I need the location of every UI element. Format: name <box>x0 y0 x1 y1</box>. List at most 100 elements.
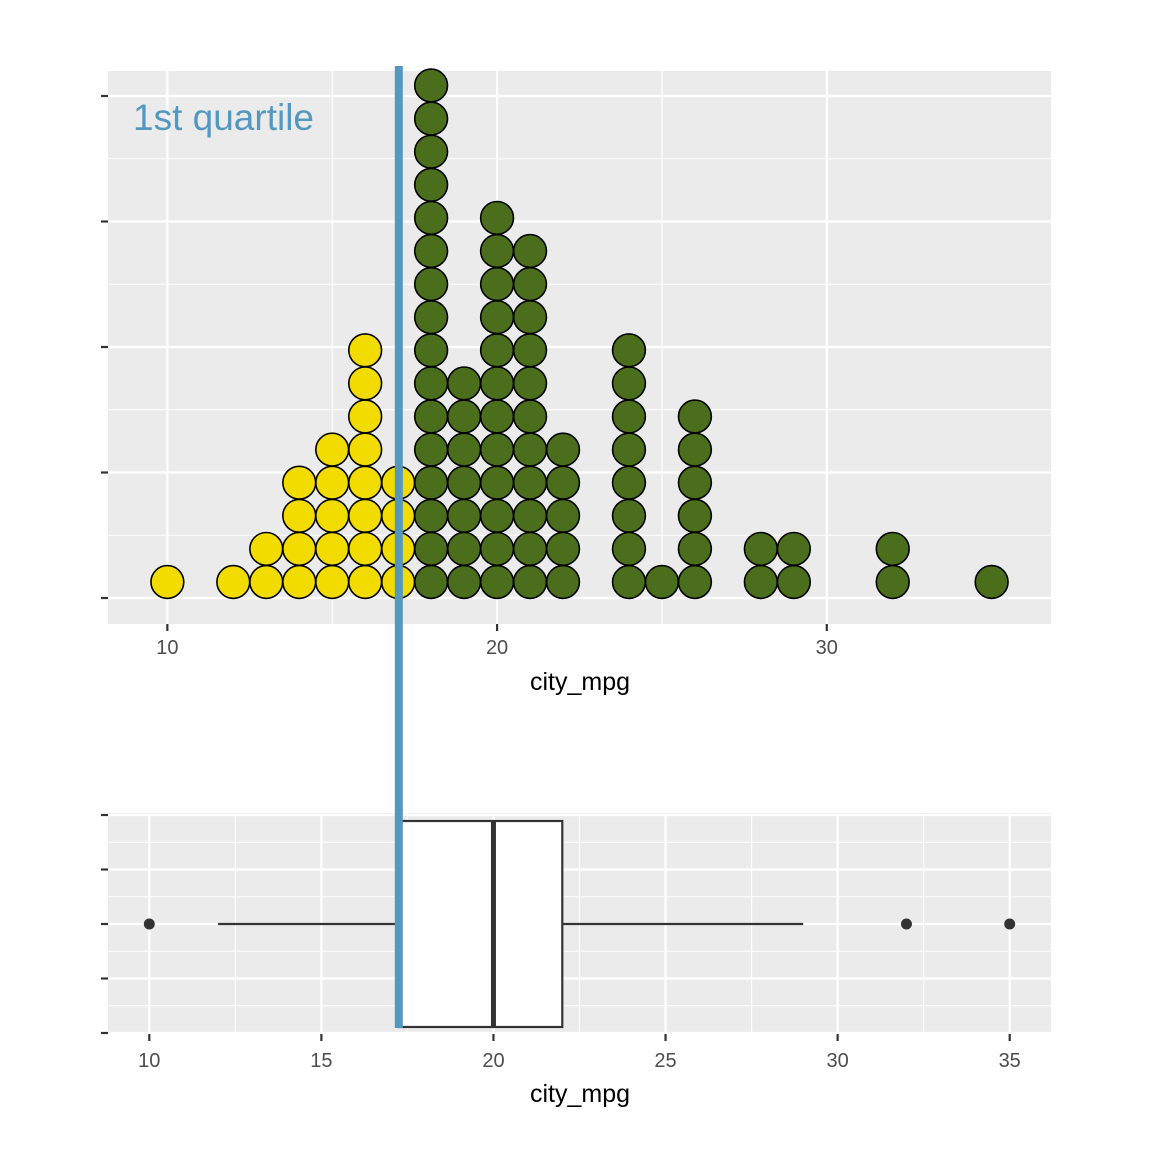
dotplot-dot <box>446 465 482 500</box>
dotplot-dot <box>347 366 383 401</box>
dotplot-dot <box>512 564 548 600</box>
dotplot-dot <box>446 564 482 600</box>
dotplot-dot <box>545 465 581 500</box>
dotplot-dot <box>282 564 317 600</box>
dotplot-dot <box>282 465 317 500</box>
dotplot-dot <box>677 498 713 533</box>
dotplot-dot <box>677 564 713 600</box>
dotplot-x-axis-title: city_mpg <box>530 668 630 696</box>
dotplot-dot <box>512 399 548 434</box>
dotplot-dot <box>512 465 548 500</box>
dotplot-dot <box>677 399 713 434</box>
dotplot-dot <box>545 498 581 533</box>
dotplot-dot <box>347 432 383 467</box>
dotplot-dot <box>347 564 383 600</box>
dotplot-dot <box>611 366 647 401</box>
dotplot-dot <box>611 399 647 434</box>
dotplot-dot <box>413 564 449 600</box>
dotplot-x-tick-label: 30 <box>816 637 838 659</box>
dotplot-dot <box>677 465 713 500</box>
dotplot-dot <box>413 200 449 236</box>
dotplot-dot <box>677 531 713 567</box>
dotplot-dot <box>446 366 482 401</box>
boxplot-x-tick-label: 10 <box>138 1050 160 1072</box>
dotplot-dot <box>512 531 548 567</box>
dotplot-dot <box>413 233 449 269</box>
dotplot-dot <box>545 432 581 467</box>
dotplot-dot <box>315 465 350 500</box>
dotplot-dot <box>413 399 449 434</box>
dotplot-dot <box>611 531 647 567</box>
dotplot-dot <box>315 564 350 600</box>
dotplot-dot <box>315 432 350 467</box>
boxplot-x-tick-label: 25 <box>654 1050 676 1072</box>
dotplot-dot <box>347 333 383 368</box>
dotplot-panel: 10 20 30 1st quartile city_mpg <box>101 68 1051 696</box>
dotplot-dot <box>479 266 515 302</box>
boxplot-box <box>397 819 564 1029</box>
boxplot-glyph <box>143 819 1016 1029</box>
boxplot-outlier <box>143 918 155 930</box>
dotplot-dot <box>875 531 910 567</box>
dotplot-dot <box>611 564 647 600</box>
dotplot-dot <box>479 366 515 401</box>
dotplot-dot <box>512 366 548 401</box>
dotplot-dot <box>413 465 449 500</box>
dotplot-dot <box>347 399 383 434</box>
dotplot-dot <box>479 399 515 434</box>
dotplot-dot <box>413 134 449 169</box>
dotplot-dot <box>446 432 482 467</box>
dotplot-dot <box>413 432 449 467</box>
boxplot-panel: 10 15 20 25 30 35 city_mpg <box>101 813 1051 1108</box>
dotplot-dot <box>479 498 515 533</box>
dotplot-dot <box>512 333 548 368</box>
dotplot-dot <box>479 564 515 600</box>
boxplot-x-ticks: 10 15 20 25 30 35 <box>138 1034 1021 1072</box>
dotplot-dot <box>743 531 779 567</box>
dotplot-y-ticks <box>101 94 108 600</box>
dotplot-dot <box>512 233 548 269</box>
dotplot-dot <box>644 564 680 600</box>
boxplot-outlier <box>900 918 912 930</box>
boxplot-y-ticks <box>101 813 108 1035</box>
dotplot-dot <box>413 366 449 401</box>
dotplot-dot <box>413 498 449 533</box>
dotplot-dot <box>413 167 449 203</box>
dotplot-dot <box>413 333 449 368</box>
dotplot-dot <box>479 300 515 335</box>
dotplot-dot <box>413 300 449 335</box>
dotplot-dot <box>512 498 548 533</box>
dotplot-x-ticks: 10 20 30 <box>156 624 838 659</box>
dotplot-dot <box>512 432 548 467</box>
dotplot-dot <box>677 432 713 467</box>
dotplot-dot <box>150 564 185 600</box>
dotplot-dots <box>150 68 1009 600</box>
dotplot-dot <box>446 399 482 434</box>
dotplot-dot <box>347 498 383 533</box>
dotplot-dot <box>479 432 515 467</box>
dotplot-dot <box>413 266 449 302</box>
dotplot-dot <box>249 531 284 567</box>
boxplot-x-tick-label: 30 <box>826 1050 848 1072</box>
dotplot-dot <box>479 233 515 269</box>
dotplot-dot <box>512 266 548 302</box>
boxplot-x-tick-label: 20 <box>482 1050 504 1072</box>
dotplot-dot <box>315 531 350 567</box>
dotplot-x-tick-label: 10 <box>156 637 178 659</box>
dotplot-dot <box>446 531 482 567</box>
dotplot-dot <box>446 498 482 533</box>
dotplot-dot <box>875 564 910 600</box>
dotplot-dot <box>512 300 548 335</box>
dotplot-dot <box>479 531 515 567</box>
dotplot-dot <box>479 465 515 500</box>
dotplot-dot <box>545 564 581 600</box>
dotplot-dot <box>216 564 251 600</box>
dotplot-dot <box>282 531 317 567</box>
boxplot-x-tick-label: 15 <box>310 1050 332 1072</box>
boxplot-outlier <box>1004 918 1016 930</box>
boxplot-x-axis-title: city_mpg <box>530 1080 630 1108</box>
dotplot-dot <box>776 564 812 600</box>
dotplot-dot <box>479 200 515 236</box>
dotplot-dot <box>776 531 812 567</box>
